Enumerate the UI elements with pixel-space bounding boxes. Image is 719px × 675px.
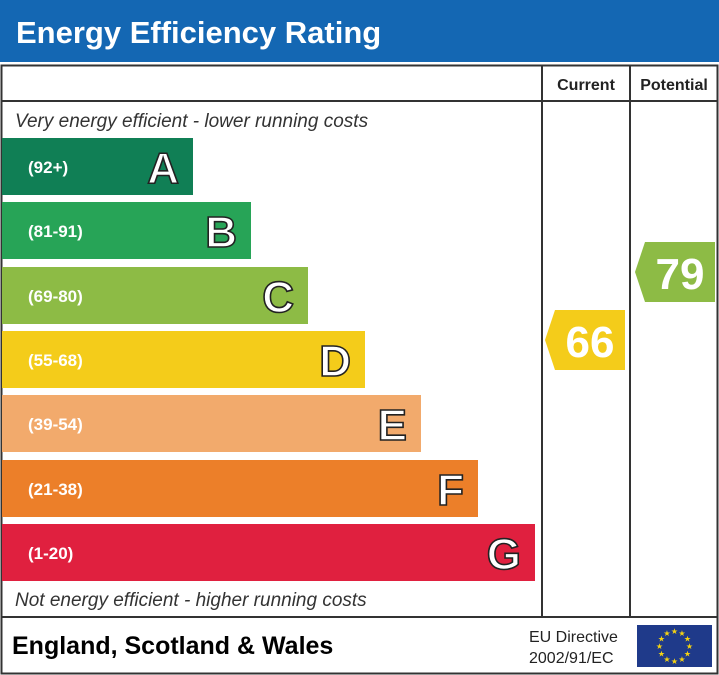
- potential-rating-value: 79: [656, 250, 705, 299]
- rating-markers: 66 79: [545, 242, 715, 370]
- bottom-note: Not energy efficient - higher running co…: [15, 590, 367, 611]
- band-d-bar: [2, 331, 365, 388]
- footer-region: England, Scotland & Wales: [12, 632, 333, 660]
- band-f-range: (21-38): [28, 480, 83, 499]
- eu-star: ★: [678, 655, 685, 664]
- band-d-letter: D: [319, 337, 351, 386]
- band-b-letter: B: [205, 208, 237, 257]
- band-e-bar: [2, 395, 421, 452]
- band-a-bar: [2, 138, 193, 195]
- current-rating-arrow: [545, 310, 625, 370]
- title-bar: [0, 0, 719, 62]
- band-a-letter: A: [147, 144, 179, 193]
- band-f-bar: [2, 460, 478, 517]
- bands: (92+) A (81-91) B (69-80) C (55-68) D (39-54) E (2…: [2, 138, 535, 581]
- header-current: Current: [557, 77, 615, 94]
- band-c-bar: [2, 267, 308, 324]
- frame: [0, 64, 719, 675]
- eu-star: ★: [684, 635, 691, 644]
- current-rating-value: 66: [566, 318, 615, 367]
- eu-star: ★: [686, 642, 693, 651]
- eu-star: ★: [658, 635, 665, 644]
- header-potential: Potential: [640, 77, 708, 94]
- eu-star: ★: [663, 655, 670, 664]
- band-e-letter: E: [378, 401, 407, 450]
- band-e-range: (39-54): [28, 415, 83, 434]
- band-b-range: (81-91): [28, 222, 83, 241]
- band-g-range: (1-20): [28, 544, 73, 563]
- eu-star: ★: [663, 629, 670, 638]
- band-c-letter: C: [262, 273, 294, 322]
- eu-star: ★: [658, 650, 665, 659]
- eu-star: ★: [656, 642, 663, 651]
- chart-title: Energy Efficiency Rating: [16, 15, 381, 50]
- potential-rating-arrow: [635, 242, 715, 302]
- eu-flag-icon: ★★★★★★★★★ ★ ★★: [637, 625, 712, 667]
- band-g-bar: [2, 524, 535, 581]
- eu-star: ★: [684, 650, 691, 659]
- directive-line2: 2002/91/EC: [529, 650, 614, 667]
- eu-star: ★: [671, 657, 678, 666]
- band-d-range: (55-68): [28, 351, 83, 370]
- band-c-range: (69-80): [28, 287, 83, 306]
- band-b-bar: [2, 202, 251, 259]
- band-f-letter: F: [437, 466, 464, 515]
- band-g-letter: G: [487, 530, 521, 579]
- eu-star: ★: [671, 627, 678, 636]
- band-a-range: (92+): [28, 158, 68, 177]
- eu-star: ★: [678, 629, 685, 638]
- top-note: Very energy efficient - lower running co…: [15, 111, 369, 132]
- directive-line1: EU Directive: [529, 629, 618, 646]
